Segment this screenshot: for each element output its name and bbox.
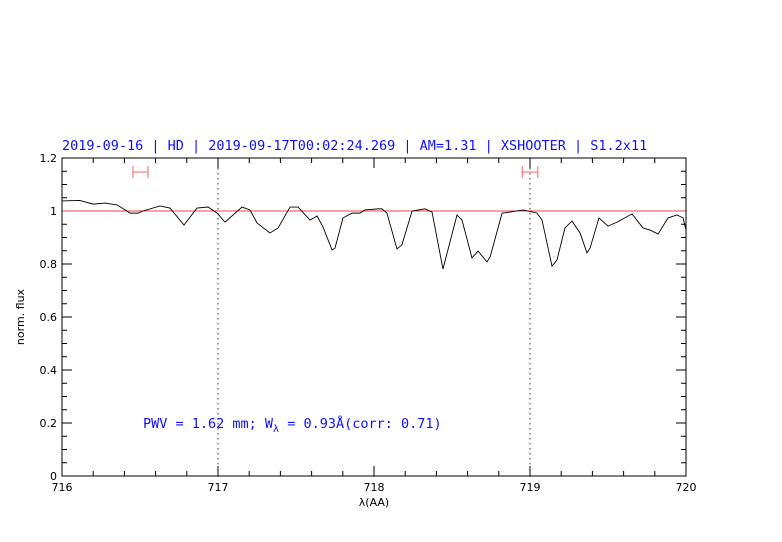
x-tick-label: 718	[364, 481, 385, 494]
y-tick-label: 0.6	[40, 311, 58, 324]
y-axis-label: norm. flux	[14, 288, 27, 345]
x-tick-label: 716	[52, 481, 73, 494]
x-tick-label: 720	[676, 481, 697, 494]
y-tick-label: 1	[50, 205, 57, 218]
annotation-prefix: PWV = 1.62 mm; W	[143, 416, 274, 432]
y-tick-label: 0.4	[40, 364, 58, 377]
pwv-annotation: PWV = 1.62 mm; Wλ = 0.93Å(corr: 0.71)	[143, 415, 442, 435]
annotation-suffix: = 0.93Å(corr: 0.71)	[279, 415, 442, 432]
x-axis-label: λ(AA)	[359, 496, 389, 509]
x-tick-label: 719	[520, 481, 541, 494]
y-tick-label: 1.2	[40, 152, 58, 165]
interval-markers	[132, 166, 539, 179]
plot-frame	[61, 157, 687, 477]
vertical-markers	[217, 158, 531, 476]
annotation-subscript: λ	[273, 424, 279, 435]
y-tick-label: 0	[50, 470, 57, 483]
chart-title: 2019-09-16 | HD | 2019-09-17T00:02:24.26…	[62, 138, 647, 154]
axis-ticks: 716 717 718 719 720 0 0.2 0.4 0.6 0.8 1 1.2	[40, 152, 697, 494]
y-tick-label: 0.2	[40, 417, 58, 430]
y-tick-label: 0.8	[40, 258, 58, 271]
x-tick-label: 717	[208, 481, 229, 494]
spectrum-line	[61, 199, 687, 270]
